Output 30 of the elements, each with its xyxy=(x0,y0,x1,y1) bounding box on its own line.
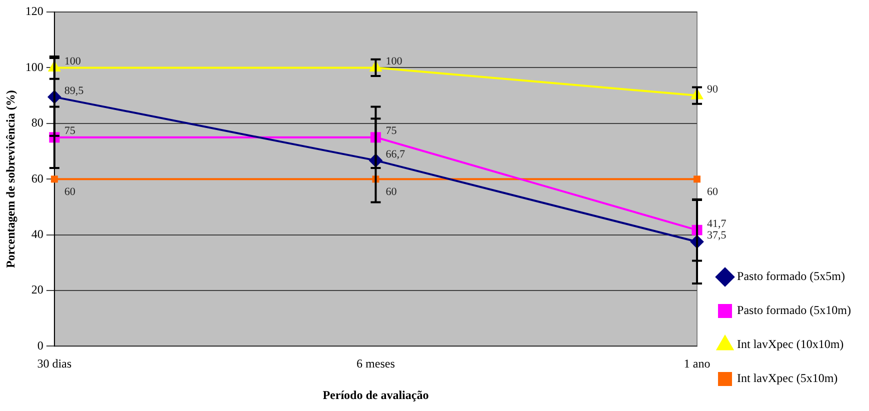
point xyxy=(50,176,58,183)
data-label: 60 xyxy=(386,186,398,198)
data-label: 89,5 xyxy=(64,84,84,97)
data-label: 75 xyxy=(64,125,76,138)
y-tick-label: 20 xyxy=(31,282,44,297)
legend-label: Int lavXpec (10x10m) xyxy=(737,337,844,352)
y-tick-label: 40 xyxy=(31,226,44,241)
y-axis-title: Porcentagem de sobrevivência (%) xyxy=(3,90,18,268)
data-label: 100 xyxy=(64,56,82,68)
legend-label: Pasto formado (5x5m) xyxy=(737,269,846,284)
data-label: 41,7 xyxy=(707,218,727,230)
legend-label: Pasto formado (5x10m) xyxy=(737,303,852,318)
data-label: 60 xyxy=(64,186,76,198)
x-tick-label: 6 meses xyxy=(356,356,396,371)
x-axis-title: Período de avaliação xyxy=(322,388,429,402)
point xyxy=(694,176,700,183)
legend-label: Int lavXpec (5x10m) xyxy=(737,371,838,386)
data-label: 60 xyxy=(707,186,719,198)
data-label: 100 xyxy=(386,56,403,68)
data-label: 66,7 xyxy=(386,148,406,160)
y-tick-label: 60 xyxy=(31,171,44,186)
y-tick-label: 120 xyxy=(25,4,44,18)
data-label: 75 xyxy=(386,125,398,138)
y-tick-label: 100 xyxy=(25,60,44,74)
data-label: 90 xyxy=(707,83,719,96)
y-tick-label: 0 xyxy=(37,338,44,352)
data-label: 37,5 xyxy=(707,230,727,242)
y-tick-label: 80 xyxy=(31,116,44,130)
x-tick-label: 1 ano xyxy=(684,356,710,371)
x-tick-label: 30 dias xyxy=(37,356,72,371)
